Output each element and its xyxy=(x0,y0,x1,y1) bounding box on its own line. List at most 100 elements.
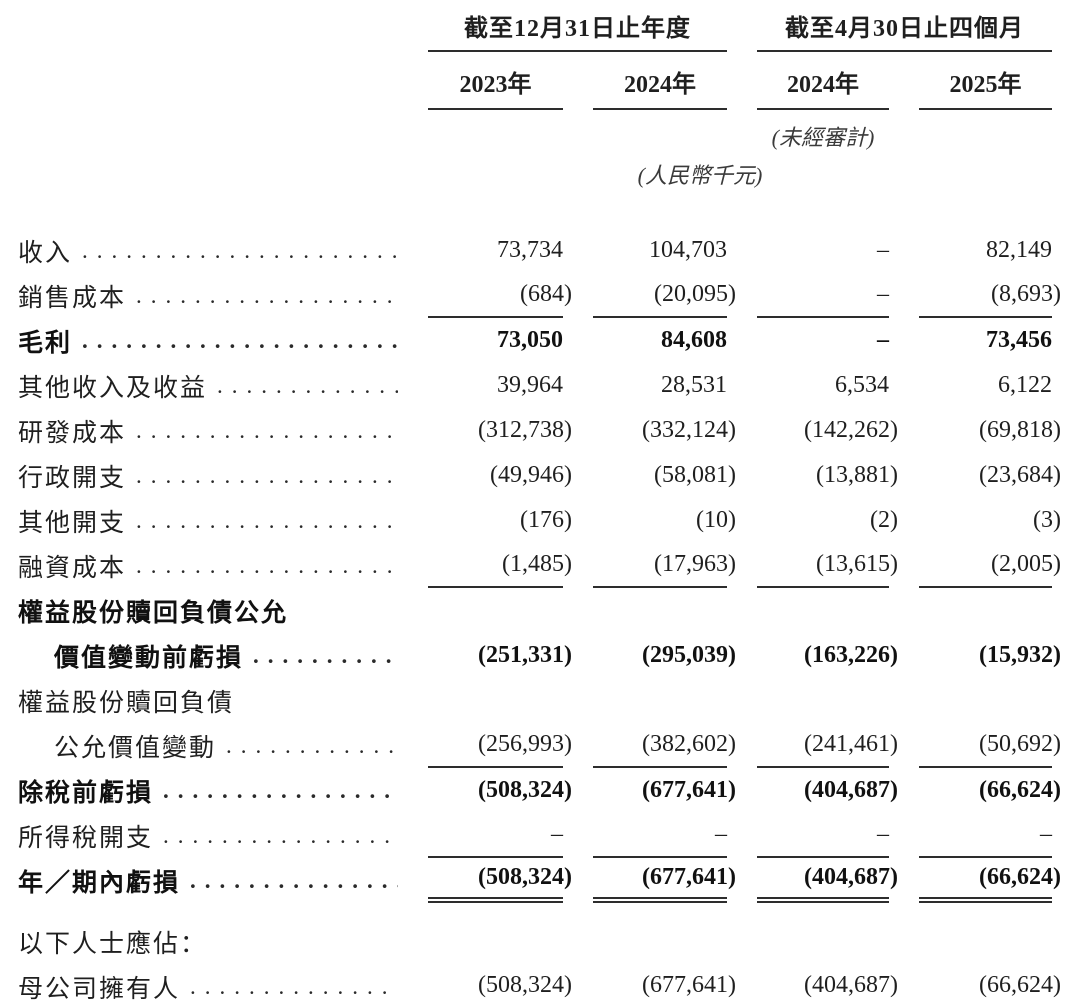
table-row: 行政開支 (49,946) (58,081) (13,881) (23,684) xyxy=(0,453,1080,498)
value-cell: (508,324) xyxy=(428,768,572,813)
cell-value: (66,624) xyxy=(979,972,1061,998)
value-cell: (13,881) xyxy=(757,453,898,498)
value-cell: (684) xyxy=(428,273,572,318)
value-cell: (312,738) xyxy=(428,408,572,453)
cell-value: – xyxy=(877,327,889,353)
period-group-title-annual: 截至12月31日止年度 xyxy=(428,8,727,52)
year-header-2024-interim: 2024年 xyxy=(757,52,889,110)
row-label: 母公司擁有人 xyxy=(18,975,181,1002)
cell-value: (508,324) xyxy=(478,972,572,998)
row-label: 所得稅開支 xyxy=(18,824,154,852)
dot-leader xyxy=(82,328,398,354)
cell-value: – xyxy=(715,821,727,847)
row-label: 融資成本 xyxy=(18,554,127,582)
value-cell: (677,641) xyxy=(593,964,736,1002)
value-cell: (508,324) xyxy=(428,964,572,1002)
value-cell: (163,226) xyxy=(757,633,898,678)
value-cell: – xyxy=(757,318,889,363)
cell-value: (404,687) xyxy=(804,864,898,890)
value-cell: (1,485) xyxy=(428,543,572,588)
cell-value: 6,534 xyxy=(835,372,889,398)
dot-leader xyxy=(136,553,398,579)
value-cell: (382,602) xyxy=(593,723,736,768)
table-body: 收入 73,734 104,703 – 82,149 銷售成本 (684) (20,095) –… xyxy=(0,228,1080,1002)
value-cell: (677,641) xyxy=(593,768,736,813)
value-cell: (332,124) xyxy=(593,408,736,453)
value-cell: – xyxy=(757,273,889,318)
value-cell: (10) xyxy=(593,498,736,543)
value-cell: (20,095) xyxy=(593,273,736,318)
dot-leader xyxy=(136,508,398,534)
table-row: 收入 73,734 104,703 – 82,149 xyxy=(0,228,1080,273)
value-cell: – xyxy=(757,813,889,858)
cell-value: (256,993) xyxy=(478,731,572,757)
cell-value: (312,738) xyxy=(478,417,572,443)
dot-leader xyxy=(136,283,398,309)
cell-value: 73,456 xyxy=(986,327,1052,353)
value-cell: 84,608 xyxy=(593,318,727,363)
value-cell: 73,456 xyxy=(919,318,1052,363)
cell-value: – xyxy=(1040,821,1052,847)
cell-value: (241,461) xyxy=(804,731,898,757)
value-cell: 6,534 xyxy=(757,363,889,408)
row-label: 銷售成本 xyxy=(18,284,127,312)
cell-value: – xyxy=(877,237,889,263)
cell-value: – xyxy=(877,821,889,847)
value-cell: – xyxy=(757,228,889,273)
value-cell: 73,734 xyxy=(428,228,563,273)
cell-value: (508,324) xyxy=(478,864,572,890)
cell-value: (404,687) xyxy=(804,972,898,998)
value-cell: (58,081) xyxy=(593,453,736,498)
value-cell: 73,050 xyxy=(428,318,563,363)
row-label: 研發成本 xyxy=(18,419,127,447)
cell-value: (677,641) xyxy=(642,777,736,803)
table-row: 其他開支 (176) (10) (2) (3) xyxy=(0,498,1080,543)
dot-leader xyxy=(217,373,398,399)
cell-value: (176) xyxy=(520,507,572,533)
value-cell: (3) xyxy=(919,498,1061,543)
value-cell: – xyxy=(593,813,727,858)
cell-value: 6,122 xyxy=(998,372,1052,398)
table-row: 毛利 73,050 84,608 – 73,456 xyxy=(0,318,1080,363)
dot-leader xyxy=(136,463,398,489)
row-label: 其他開支 xyxy=(18,509,127,537)
value-cell: (404,687) xyxy=(757,858,898,903)
cell-value: (23,684) xyxy=(979,462,1061,488)
value-cell: (241,461) xyxy=(757,723,898,768)
cell-value: (295,039) xyxy=(642,642,736,668)
table-row: 價值變動前虧損 (251,331) (295,039) (163,226) (15,93… xyxy=(0,633,1080,678)
cell-value: (332,124) xyxy=(642,417,736,443)
cell-value: (8,693) xyxy=(991,281,1061,307)
cell-value: (15,932) xyxy=(979,642,1061,668)
row-label: 毛利 xyxy=(18,329,73,357)
cell-value: (58,081) xyxy=(654,462,736,488)
value-cell: (176) xyxy=(428,498,572,543)
cell-value: (66,624) xyxy=(979,864,1061,890)
value-cell: (2,005) xyxy=(919,543,1061,588)
cell-value: (13,615) xyxy=(816,551,898,577)
cell-value: (13,881) xyxy=(816,462,898,488)
cell-value: (251,331) xyxy=(478,642,572,668)
note-unaudited: (未經審計) xyxy=(771,125,875,150)
table-row: 母公司擁有人 (508,324) (677,641) (404,687) (66,624… xyxy=(0,964,1080,1002)
value-cell: (23,684) xyxy=(919,453,1061,498)
cell-value: (382,602) xyxy=(642,731,736,757)
table-row: 研發成本 (312,738) (332,124) (142,262) (69,818) xyxy=(0,408,1080,453)
table-row: 公允價值變動 (256,993) (382,602) (241,461) (50,692… xyxy=(0,723,1080,768)
year-header-2025: 2025年 xyxy=(919,52,1052,110)
value-cell: (50,692) xyxy=(919,723,1061,768)
cell-value: 73,734 xyxy=(497,237,563,263)
value-cell: (508,324) xyxy=(428,858,572,903)
cell-value: (684) xyxy=(520,281,572,307)
row-label: 其他收入及收益 xyxy=(18,374,208,402)
value-cell: 6,122 xyxy=(919,363,1052,408)
dot-leader xyxy=(253,643,398,669)
dot-leader xyxy=(226,733,398,759)
cell-value: – xyxy=(877,281,889,307)
cell-value: (163,226) xyxy=(804,642,898,668)
value-cell: 28,531 xyxy=(593,363,727,408)
value-cell: 39,964 xyxy=(428,363,563,408)
cell-value: (50,692) xyxy=(979,731,1061,757)
table-row: 除稅前虧損 (508,324) (677,641) (404,687) (66,624) xyxy=(0,768,1080,813)
cell-value: (508,324) xyxy=(478,777,572,803)
